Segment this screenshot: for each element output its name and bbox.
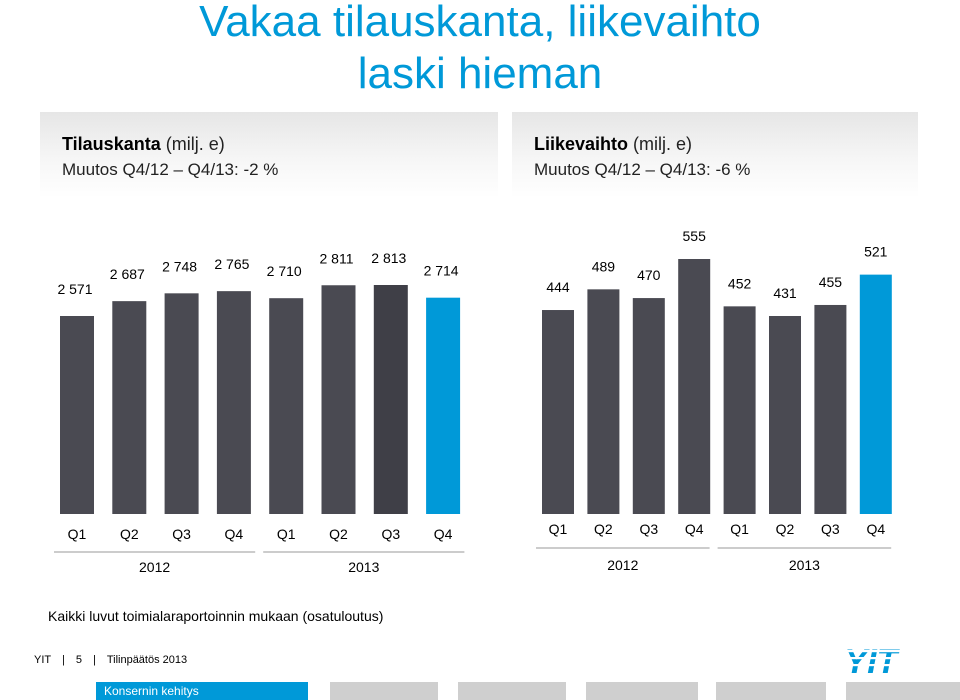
category-tick-label: Q4 — [685, 521, 704, 537]
bar-value-label: 2 765 — [214, 256, 249, 272]
category-tick-label: Q1 — [549, 521, 568, 537]
bar — [859, 274, 892, 514]
bar — [723, 306, 756, 514]
panel-label: Tilauskanta — [62, 134, 161, 154]
bar-value-label: 455 — [819, 274, 843, 290]
revenue-panel: Liikevaihto (milj. e) Muutos Q4/12 – Q4/… — [512, 112, 918, 573]
category-tick-label: Q2 — [594, 521, 613, 537]
footer-separator: | — [61, 654, 65, 666]
bar — [814, 304, 847, 514]
panel-unit: (milj. e) — [165, 134, 225, 154]
category-tick-label: Q3 — [381, 526, 400, 542]
logo-stripe — [820, 657, 922, 660]
title-line-2: laski hieman — [357, 49, 603, 98]
category-tick-label: Q1 — [277, 526, 296, 542]
logo-wordmark: YIT — [845, 645, 901, 677]
bar-value-label: 2 748 — [162, 258, 197, 274]
bar-value-label: 2 811 — [320, 250, 354, 266]
nav-tab[interactable] — [716, 682, 826, 700]
bar — [587, 289, 620, 514]
category-tick-label: Q1 — [68, 526, 87, 542]
bar — [373, 285, 408, 514]
panel-label: Liikevaihto — [534, 134, 629, 154]
bar — [678, 259, 711, 514]
bar — [542, 310, 574, 514]
category-tick-label: Q3 — [639, 521, 658, 537]
footer-company: YIT — [34, 654, 51, 666]
panel-change: Muutos Q4/12 – Q4/13: -2 % — [62, 160, 279, 179]
logo-stripe — [820, 650, 922, 653]
nav-tab[interactable] — [330, 682, 438, 700]
bar-value-label: 2 714 — [424, 263, 459, 279]
order-backlog-chart: 2 571 Q1 2 687 Q2 2 748 Q3 2 765 Q4 2 710 Q1 2 811… — [54, 250, 465, 575]
slide-title: Vakaa tilauskanta, liikevaihto laski hie… — [0, 0, 960, 100]
bar-value-label: 2 710 — [267, 263, 302, 279]
panel-title: Liikevaihto (milj. e) — [534, 134, 692, 155]
year-group-label: 2012 — [607, 557, 638, 573]
panel-header: Tilauskanta (milj. e) Muutos Q4/12 – Q4/… — [40, 112, 498, 198]
bar — [769, 316, 801, 514]
category-tick-label: Q4 — [434, 526, 453, 542]
category-tick-label: Q4 — [866, 521, 885, 537]
year-group-label: 2013 — [789, 557, 820, 573]
bar — [426, 297, 461, 514]
bar-value-label: 470 — [637, 267, 661, 283]
bar-value-label: 431 — [773, 285, 797, 301]
footnote: Kaikki luvut toimialaraportoinnin mukaan… — [48, 608, 384, 624]
category-tick-label: Q3 — [172, 526, 191, 542]
bar-value-label: 452 — [728, 275, 752, 291]
bar-value-label: 489 — [592, 258, 616, 274]
bar-value-label: 555 — [683, 228, 707, 244]
nav-tab[interactable] — [586, 682, 698, 700]
category-tick-label: Q3 — [821, 521, 840, 537]
title-line-1: Vakaa tilauskanta, liikevaihto — [199, 0, 761, 46]
footer: YIT | 5 | Tilinpäätös 2013 — [34, 654, 187, 666]
footer-document: Tilinpäätös 2013 — [106, 654, 188, 666]
bar — [632, 298, 665, 514]
bar-value-label: 2 571 — [57, 281, 92, 297]
bar — [321, 285, 356, 514]
category-tick-label: Q2 — [120, 526, 139, 542]
bar — [112, 301, 147, 514]
bar — [216, 291, 251, 514]
nav-tab[interactable] — [458, 682, 566, 700]
bar — [164, 293, 199, 514]
bar — [60, 316, 94, 514]
bar-value-label: 444 — [546, 279, 570, 295]
category-tick-label: Q2 — [329, 526, 348, 542]
category-tick-label: Q4 — [225, 526, 244, 542]
bar-value-label: 2 813 — [371, 250, 406, 266]
footer-page-number: 5 — [75, 654, 83, 666]
panel-header: Liikevaihto (milj. e) Muutos Q4/12 – Q4/… — [512, 112, 918, 198]
footer-separator: | — [93, 654, 96, 666]
yit-logo: YIT — [820, 645, 922, 677]
bar-value-label: 2 687 — [110, 266, 145, 282]
year-group-label: 2012 — [139, 559, 170, 575]
year-group-label: 2013 — [348, 559, 379, 575]
category-tick-label: Q1 — [730, 521, 749, 537]
bar — [269, 298, 304, 514]
category-tick-label: Q2 — [776, 521, 795, 537]
nav-tab-konsernin-kehitys[interactable]: Konsernin kehitys — [96, 682, 308, 700]
panel-change: Muutos Q4/12 – Q4/13: -6 % — [534, 160, 751, 179]
section-nav: Konsernin kehitys — [0, 682, 960, 700]
logo-stripe — [820, 664, 922, 667]
nav-tab[interactable] — [846, 682, 960, 700]
bar-value-label: 521 — [864, 244, 888, 260]
order-backlog-panel: Tilauskanta (milj. e) Muutos Q4/12 – Q4/… — [40, 112, 498, 575]
panel-title: Tilauskanta (milj. e) — [62, 134, 225, 155]
revenue-chart: 444 Q1 489 Q2 470 Q3 555 Q4 452 Q1 431 Q2 455 Q3 521 Q4… — [536, 228, 892, 573]
panel-unit: (milj. e) — [633, 134, 693, 154]
